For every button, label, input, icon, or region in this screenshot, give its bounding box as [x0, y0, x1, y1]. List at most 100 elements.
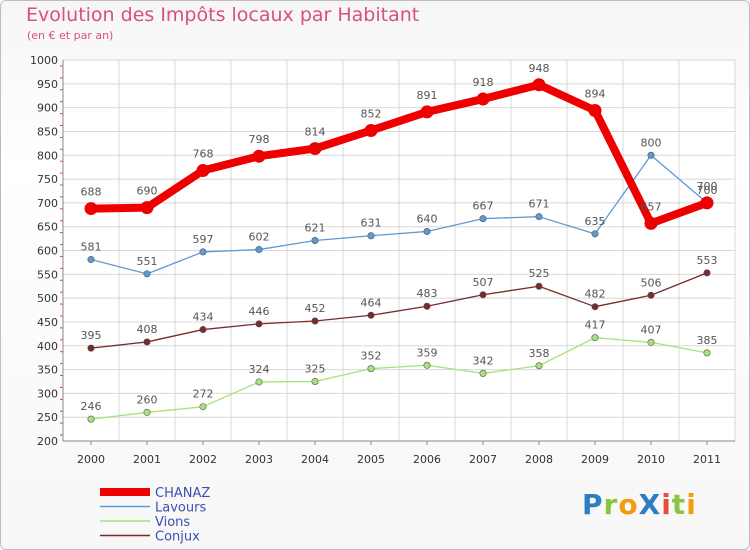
data-point [255, 246, 263, 254]
y-tick-label: 700 [37, 197, 58, 210]
data-label: 482 [585, 288, 606, 301]
data-label: 358 [529, 347, 550, 360]
data-label: 464 [361, 296, 382, 309]
data-point [84, 202, 98, 216]
data-point [140, 201, 154, 215]
y-tick-label: 450 [37, 316, 58, 329]
data-label: 800 [641, 136, 662, 149]
legend-label: Conjux [155, 530, 200, 545]
x-tick-label: 2002 [189, 453, 217, 466]
data-label: 671 [529, 198, 550, 211]
data-label: 894 [585, 87, 606, 100]
data-label: 621 [305, 221, 326, 234]
data-point [703, 269, 711, 277]
data-label: 688 [81, 186, 102, 199]
data-label: 852 [361, 107, 382, 120]
data-label: 631 [361, 217, 382, 230]
data-point [703, 349, 711, 357]
data-label: 507 [473, 276, 494, 289]
data-point [196, 163, 210, 177]
logo-letter: t [671, 488, 687, 521]
data-label: 602 [249, 231, 270, 244]
data-point [87, 344, 95, 352]
y-tick-label: 900 [37, 102, 58, 115]
data-point [591, 230, 599, 238]
data-point [535, 362, 543, 370]
y-tick-label: 800 [37, 149, 58, 162]
data-label: 918 [473, 76, 494, 89]
y-tick-label: 650 [37, 221, 58, 234]
data-point [143, 338, 151, 346]
legend-label: CHANAZ [155, 486, 210, 501]
y-tick-label: 300 [37, 387, 58, 400]
data-point [423, 361, 431, 369]
data-label: 597 [193, 233, 214, 246]
data-label: 417 [585, 319, 606, 332]
data-point [311, 377, 319, 385]
data-label: 452 [305, 302, 326, 315]
data-point [647, 338, 655, 346]
data-label: 260 [137, 393, 158, 406]
data-label: 667 [473, 200, 494, 213]
data-label: 814 [305, 126, 326, 139]
chart-title: Evolution des Impôts locaux par Habitant [26, 4, 420, 26]
data-label: 342 [473, 354, 494, 367]
data-label: 385 [697, 334, 718, 347]
data-label: 948 [529, 62, 550, 75]
data-point [476, 92, 490, 106]
data-point [199, 326, 207, 334]
y-tick-label: 200 [37, 435, 58, 448]
data-point [87, 256, 95, 264]
data-label: 640 [417, 212, 438, 225]
y-tick-label: 550 [37, 268, 58, 281]
data-label: 272 [193, 388, 214, 401]
data-point [255, 320, 263, 328]
x-tick-label: 2001 [133, 453, 161, 466]
data-point [535, 213, 543, 221]
data-label: 798 [249, 133, 270, 146]
data-label: 700 [697, 180, 718, 193]
data-point [591, 303, 599, 311]
data-point [700, 196, 714, 210]
y-tick-label: 350 [37, 364, 58, 377]
legend-label: Vions [155, 515, 190, 530]
data-point [367, 311, 375, 319]
y-tick-label: 250 [37, 411, 58, 424]
y-tick-label: 600 [37, 245, 58, 258]
series-line-chanaz [87, 80, 711, 228]
data-point [143, 408, 151, 416]
data-label: 657 [641, 200, 662, 213]
data-label: 891 [417, 89, 438, 102]
data-point [420, 105, 434, 119]
data-point [367, 232, 375, 240]
data-label: 325 [305, 362, 326, 375]
data-label: 690 [137, 185, 158, 198]
data-point [252, 149, 266, 163]
logo-letter: X [638, 488, 662, 521]
data-point [644, 216, 658, 230]
x-tick-label: 2010 [637, 453, 665, 466]
data-point [535, 282, 543, 290]
chart-subtitle: (en € et par an) [27, 29, 114, 42]
data-label: 407 [641, 323, 662, 336]
x-tick-label: 2009 [581, 453, 609, 466]
x-tick-label: 2005 [357, 453, 385, 466]
x-tick-label: 2007 [469, 453, 497, 466]
data-point [311, 236, 319, 244]
data-point [143, 270, 151, 278]
data-label: 408 [137, 323, 158, 336]
x-tick-label: 2004 [301, 453, 329, 466]
data-label: 581 [81, 241, 102, 254]
y-tick-label: 400 [37, 340, 58, 353]
data-point [199, 403, 207, 411]
data-label: 700 [697, 184, 718, 197]
proxiti-logo: ProXiti [582, 488, 697, 521]
logo-letter: i [686, 488, 697, 521]
logo-letter: r [603, 488, 619, 521]
data-label: 506 [641, 276, 662, 289]
data-point [647, 151, 655, 159]
data-label: 395 [81, 329, 102, 342]
x-tick-label: 2006 [413, 453, 441, 466]
x-tick-label: 2008 [525, 453, 553, 466]
